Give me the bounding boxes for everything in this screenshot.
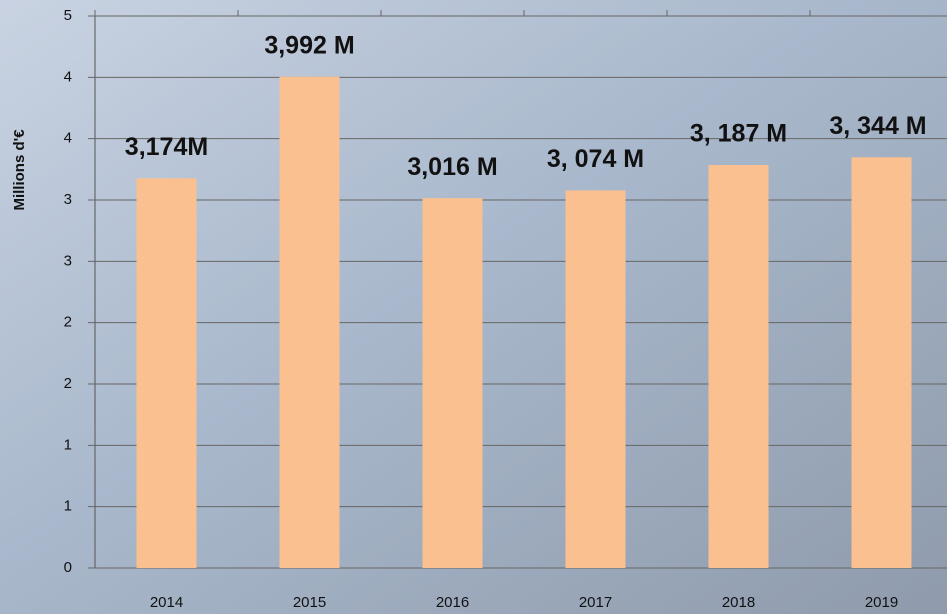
- y-tick-label: 1: [64, 498, 72, 515]
- y-tick-label: 4: [64, 68, 72, 85]
- annotation: 3,992 M: [264, 31, 354, 59]
- x-tick-label: 2018: [722, 594, 755, 611]
- bar: [565, 190, 626, 568]
- y-tick-label: 3: [64, 191, 72, 208]
- y-axis-label: Millions d'€: [11, 129, 28, 211]
- annotation: 3,174M: [125, 133, 208, 161]
- y-tick-label: 1: [64, 436, 72, 453]
- y-tick-label: 0: [64, 559, 72, 576]
- bar: [708, 165, 769, 569]
- bar: [422, 198, 483, 568]
- x-tick-label: 2017: [579, 594, 612, 611]
- x-tick-label: 2016: [436, 594, 469, 611]
- bar: [851, 157, 912, 568]
- annotation: 3, 074 M: [547, 145, 644, 173]
- x-tick-label: 2019: [865, 594, 898, 611]
- x-tick-label: 2015: [293, 594, 326, 611]
- bar: [279, 76, 340, 568]
- y-tick-label: 4: [64, 130, 72, 147]
- y-tick-label: 2: [64, 375, 72, 392]
- annotation: 3,016 M: [407, 153, 497, 181]
- x-tick-label: 2014: [150, 594, 183, 611]
- y-tick-label: 3: [64, 252, 72, 269]
- annotation: 3, 187 M: [690, 120, 787, 148]
- bar: [136, 178, 197, 568]
- annotation: 3, 344 M: [829, 112, 926, 140]
- y-tick-label: 2: [64, 314, 72, 331]
- y-tick-label: 5: [64, 7, 72, 24]
